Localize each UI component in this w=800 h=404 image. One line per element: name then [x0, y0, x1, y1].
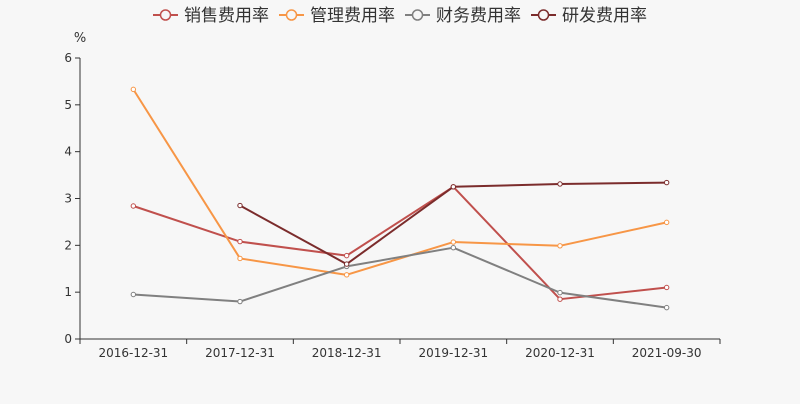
data-point[interactable] [663, 284, 670, 291]
data-point[interactable] [237, 202, 243, 209]
legend-item[interactable]: 研发费用率 [531, 6, 647, 26]
data-point[interactable] [237, 298, 243, 305]
data-point[interactable] [450, 244, 457, 251]
y-tick-label: 6 [64, 51, 72, 65]
y-tick-label: 1 [64, 285, 72, 299]
x-tick-label: 2016-12-31 [98, 346, 168, 360]
series-2 [130, 244, 670, 311]
legend-item[interactable]: 管理费用率 [279, 6, 395, 26]
data-point[interactable] [343, 272, 350, 278]
legend-marker-icon [285, 9, 298, 21]
data-point[interactable] [557, 181, 563, 187]
series-line [133, 185, 667, 301]
data-point[interactable] [130, 291, 137, 298]
data-point[interactable] [130, 203, 137, 209]
legend: 销售费用率 管理费用率 财务费用率 研发费用率 [153, 6, 647, 26]
series-line [239, 181, 667, 266]
x-tick-label: 2020-12-31 [525, 346, 595, 360]
data-point[interactable] [557, 243, 563, 249]
axes: 0 1 2 3 4 5 6 2016-12-31 2017-12-31 2018-12-31 201… [64, 51, 721, 360]
legend-marker-icon [159, 9, 172, 21]
series-1 [130, 86, 670, 278]
y-axis-unit-label: % [74, 31, 86, 46]
legend-label: 财务费用率 [436, 6, 521, 26]
data-point[interactable] [663, 179, 670, 186]
data-point[interactable] [343, 261, 350, 267]
data-point[interactable] [663, 219, 670, 226]
legend-item[interactable]: 销售费用率 [153, 6, 269, 26]
data-point[interactable] [663, 304, 670, 311]
legend-item[interactable]: 财务费用率 [405, 6, 521, 26]
series-line [133, 246, 667, 309]
data-point[interactable] [450, 184, 457, 190]
data-point[interactable] [237, 238, 243, 245]
series-group [130, 86, 670, 311]
y-tick-label: 3 [64, 192, 72, 206]
data-point[interactable] [450, 239, 457, 245]
y-tick-label: 4 [64, 145, 72, 159]
x-tick-label: 2018-12-31 [312, 346, 382, 360]
data-point[interactable] [557, 296, 563, 302]
legend-label: 销售费用率 [184, 6, 269, 26]
y-tick-label: 0 [64, 332, 72, 346]
x-tick-label: 2021-09-30 [632, 346, 702, 360]
data-point[interactable] [557, 289, 563, 296]
data-point[interactable] [237, 255, 243, 262]
legend-marker-icon [537, 9, 550, 21]
series-line [132, 88, 667, 276]
x-tick-label: 2019-12-31 [418, 346, 488, 360]
data-point[interactable] [343, 252, 350, 259]
data-point[interactable] [130, 86, 137, 93]
legend-label: 研发费用率 [562, 6, 647, 26]
series-0 [130, 184, 670, 302]
legend-marker-icon [411, 9, 424, 21]
y-tick-label: 5 [64, 98, 72, 112]
x-tick-label: 2017-12-31 [205, 346, 275, 360]
legend-label: 管理费用率 [310, 6, 395, 26]
series-3 [237, 179, 670, 267]
y-tick-label: 2 [64, 238, 72, 252]
